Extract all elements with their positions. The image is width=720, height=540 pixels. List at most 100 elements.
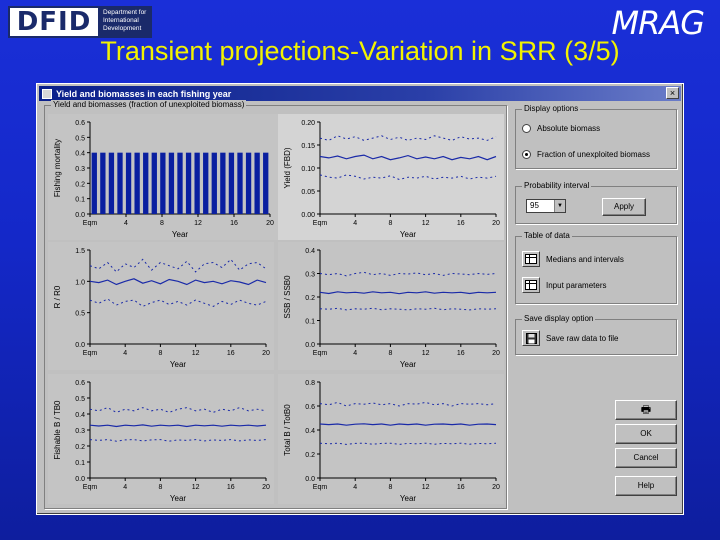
plot-fishing-mortality: 0.0 0.1 0.2 0.3 0.4 0.5 0.6 Eqm 4 8 12 16 20 Year Fish… — [48, 114, 278, 240]
bar — [134, 152, 140, 214]
y-tick-label: 0.2 — [305, 452, 315, 459]
print-button[interactable]: 🖶 — [615, 400, 677, 420]
bar — [194, 152, 200, 214]
x-tick-label: Eqm — [313, 350, 328, 357]
x-tick-label: 12 — [422, 350, 430, 357]
ssb-chart: 0.0 0.1 0.2 0.3 0.4 Eqm 4 8 12 16 20 Year SSB / SSB0 — [283, 248, 500, 369]
radio-fraction-indicator[interactable] — [522, 150, 531, 159]
y-axis-label: SSB / SSB0 — [283, 275, 292, 319]
x-tick-label: 4 — [353, 484, 357, 491]
y-tick-label: 0.15 — [301, 143, 315, 150]
floppy-disk-icon[interactable] — [522, 330, 540, 346]
bar — [245, 152, 252, 214]
median-line — [319, 154, 497, 161]
y-tick-label: 0.5 — [75, 311, 85, 318]
window-title: Yield and biomasses in each fishing year — [56, 88, 232, 99]
radio-fraction-unexploited[interactable]: Fraction of unexploited biomass — [522, 150, 650, 159]
y-tick-label: 0.1 — [75, 460, 85, 467]
x-tick-label: 20 — [262, 350, 270, 357]
y-tick-label: 0.6 — [75, 120, 85, 127]
x-tick-label: 4 — [123, 350, 127, 357]
radio-absolute-indicator[interactable] — [522, 124, 531, 133]
x-tick-label: 4 — [123, 484, 127, 491]
x-tick-label: Eqm — [313, 220, 328, 227]
y-tick-label: 0.0 — [75, 342, 85, 349]
x-tick-label: 16 — [230, 220, 238, 227]
y-tick-label: 0.00 — [301, 212, 315, 219]
x-tick-label: 8 — [158, 484, 162, 491]
table-icon[interactable] — [522, 277, 540, 293]
x-tick-label: 4 — [353, 220, 357, 227]
bar — [177, 152, 183, 214]
ok-button[interactable]: OK — [615, 424, 677, 444]
x-tick-label: 8 — [388, 220, 392, 227]
radio-absolute-biomass[interactable]: Absolute biomass — [522, 124, 600, 133]
x-tick-label: 12 — [422, 484, 430, 491]
help-button[interactable]: Help — [615, 476, 677, 496]
yield-chart: 0.00 0.05 0.10 0.15 0.20 Eqm 4 8 12 16 20 Year Yield… — [283, 120, 500, 239]
bar — [220, 152, 226, 214]
dropdown-arrow-icon[interactable]: ▼ — [554, 200, 565, 212]
y-tick-label: 0.5 — [75, 396, 85, 403]
dfid-logo: DFID Department for International Develo… — [8, 6, 152, 38]
x-axis-label: Year — [400, 230, 417, 239]
x-tick-label: 4 — [124, 220, 128, 227]
x-tick-label: 16 — [227, 350, 235, 357]
x-tick-label: 12 — [194, 220, 202, 227]
close-button[interactable]: × — [666, 87, 679, 99]
fishable-biomass-chart: 0.0 0.1 0.2 0.3 0.4 0.5 0.6 Eqm 4 8 12 16 20 Year Fish… — [53, 380, 270, 503]
dfid-line-1: Department for — [103, 9, 147, 16]
x-axis-label: Year — [172, 230, 189, 239]
dfid-line-2: International — [103, 17, 139, 24]
x-axis-label: Year — [170, 360, 187, 369]
y-tick-label: 0.4 — [75, 151, 85, 158]
y-tick-label: 0.2 — [75, 181, 85, 188]
bar — [125, 152, 132, 214]
plot-recruitment: 0.0 0.5 1.0 1.5 Eqm 4 8 12 16 20 Year R / R0 — [48, 242, 274, 370]
medians-intervals-row[interactable]: Medians and intervals — [522, 251, 624, 267]
y-tick-label: 0.4 — [305, 248, 315, 255]
y-tick-label: 0.0 — [305, 476, 315, 483]
window-titlebar[interactable]: Yield and biomasses in each fishing year… — [39, 86, 681, 101]
recruitment-chart: 0.0 0.5 1.0 1.5 Eqm 4 8 12 16 20 Year R / R0 — [53, 248, 270, 369]
y-tick-label: 0.0 — [75, 476, 85, 483]
y-axis-label: R / R0 — [53, 285, 62, 308]
x-tick-label: 20 — [266, 220, 274, 227]
slide-title: Transient projections-Variation in SRR (… — [100, 36, 620, 66]
save-display-label: Save display option — [522, 314, 596, 323]
cancel-button[interactable]: Cancel — [615, 448, 677, 468]
y-tick-label: 0.4 — [305, 428, 315, 435]
dfid-line-3: Development — [103, 25, 142, 32]
plot-yield: 0.00 0.05 0.10 0.15 0.20 Eqm 4 8 12 16 20 Year Yield… — [278, 114, 504, 240]
bar — [185, 152, 192, 214]
probability-select[interactable]: 95 ▼ — [526, 199, 566, 213]
bar — [254, 152, 260, 214]
save-raw-data-row[interactable]: Save raw data to file — [522, 330, 618, 346]
y-tick-label: 0.20 — [301, 120, 315, 127]
bar — [91, 152, 97, 214]
x-tick-label: 8 — [388, 484, 392, 491]
y-tick-label: 0.5 — [75, 135, 85, 142]
y-axis-label: Fishable B / TB0 — [53, 400, 62, 460]
y-tick-label: 0.10 — [301, 166, 315, 173]
y-tick-label: 0.6 — [305, 404, 315, 411]
table-icon[interactable] — [522, 251, 540, 267]
probability-interval-group: Probability interval 95 ▼ Apply — [515, 181, 677, 224]
probability-value: 95 — [530, 201, 539, 210]
y-tick-label: 0.0 — [75, 212, 85, 219]
x-tick-label: 16 — [457, 350, 465, 357]
x-tick-label: 8 — [160, 220, 164, 227]
plots-group-label: Yield and biomasses (fraction of unexplo… — [51, 100, 247, 109]
medians-intervals-label: Medians and intervals — [546, 254, 624, 264]
input-parameters-row[interactable]: Input parameters — [522, 277, 606, 293]
median-line — [89, 424, 267, 428]
plots-group: Yield and biomasses (fraction of unexplo… — [44, 100, 507, 509]
y-tick-label: 0.4 — [75, 412, 85, 419]
interval-line — [319, 307, 497, 311]
dfid-logo-text: Department for International Development — [100, 6, 152, 38]
bar — [228, 152, 235, 214]
median-line — [319, 291, 497, 295]
bar — [168, 152, 175, 214]
apply-button[interactable]: Apply — [602, 198, 646, 216]
y-tick-label: 0.3 — [75, 428, 85, 435]
